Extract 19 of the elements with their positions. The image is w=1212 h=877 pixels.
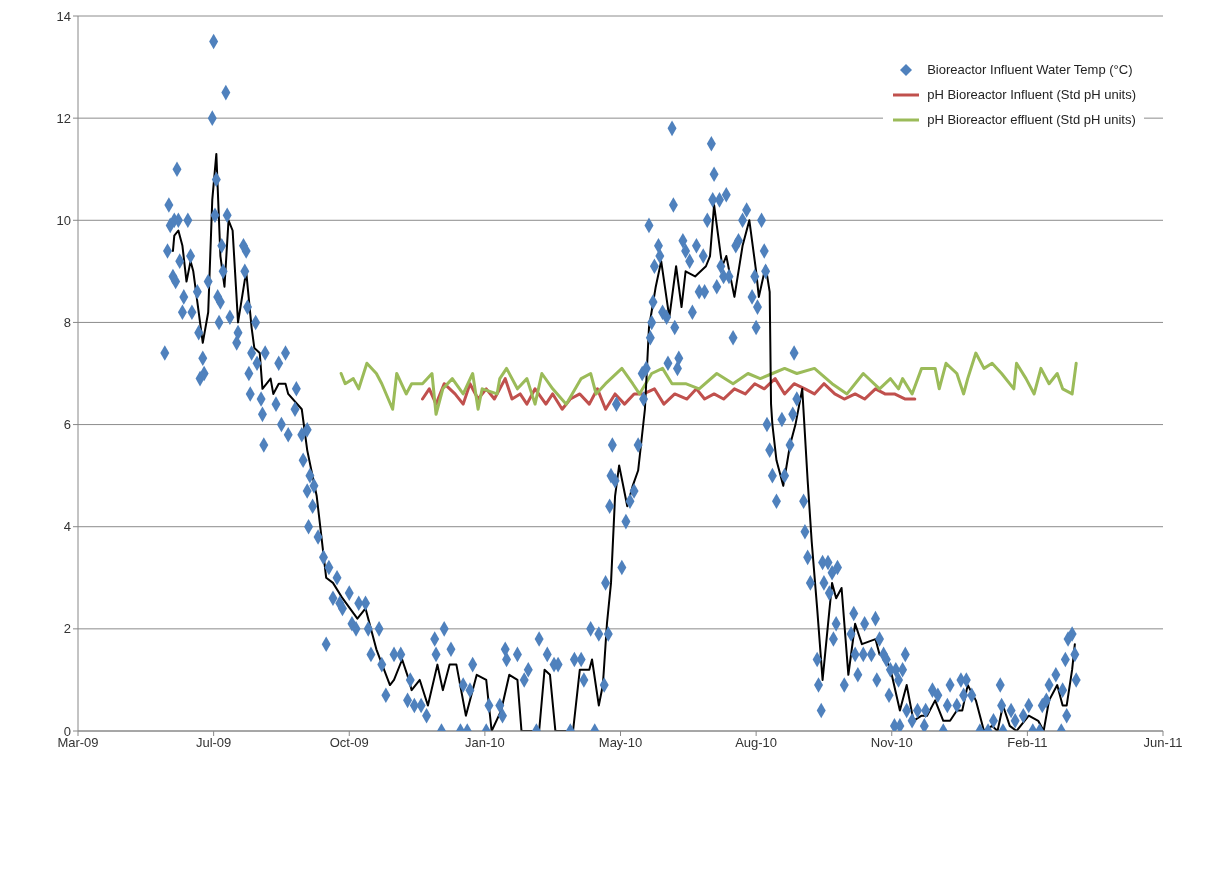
x-tick-label: May-10 bbox=[598, 735, 643, 751]
x-tick-label: Feb-11 bbox=[1007, 735, 1048, 751]
legend-label: pH Bioreactor Influent (Std pH units) bbox=[927, 87, 1136, 102]
x-tick-label: Jul-09 bbox=[195, 735, 232, 751]
y-tick-label: 12 bbox=[56, 110, 71, 126]
x-tick-label: Oct-09 bbox=[329, 735, 369, 751]
legend-label: pH Bioreactor effluent (Std pH units) bbox=[927, 112, 1136, 127]
y-tick-label: 8 bbox=[63, 315, 71, 331]
y-tick-label: 10 bbox=[56, 212, 71, 228]
legend-label: Bioreactor Influent Water Temp (°C) bbox=[927, 62, 1133, 77]
y-tick-label: 2 bbox=[63, 621, 71, 637]
y-tick-label: 14 bbox=[56, 8, 71, 24]
x-tick-label: Jan-10 bbox=[465, 735, 505, 751]
line-series bbox=[339, 351, 1078, 416]
x-tick-label: Aug-10 bbox=[735, 735, 778, 751]
y-tick-label: 6 bbox=[63, 417, 71, 433]
x-tick-label: Jun-11 bbox=[1143, 735, 1183, 751]
y-tick-label: 4 bbox=[63, 519, 71, 535]
x-tick-label: Nov-10 bbox=[870, 735, 913, 751]
